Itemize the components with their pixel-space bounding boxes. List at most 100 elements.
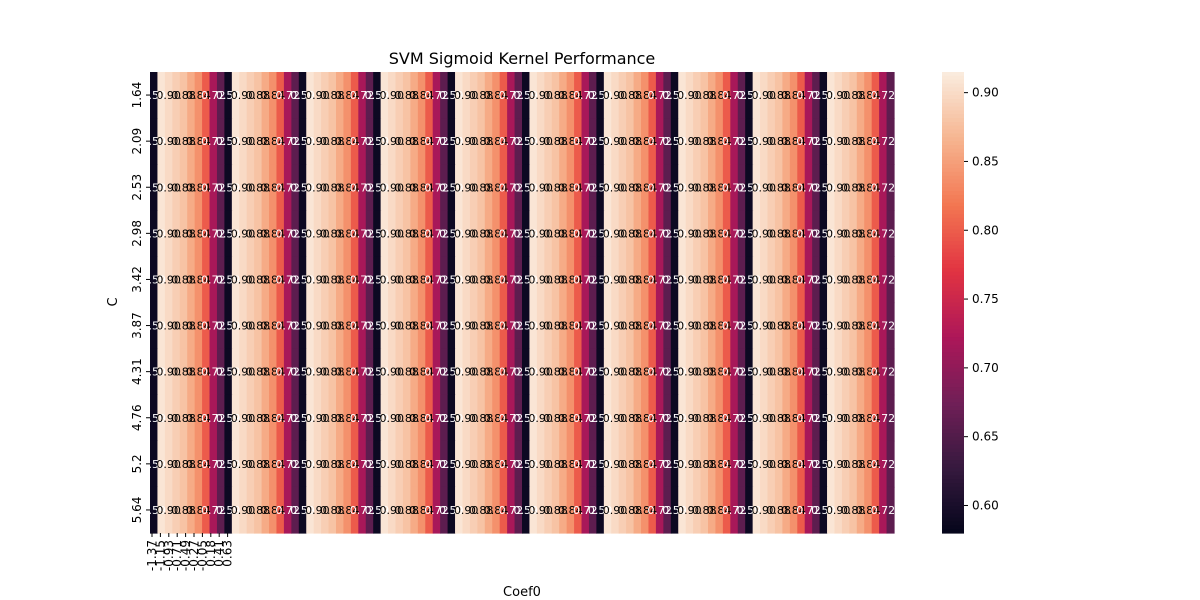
heatmap-cell [164, 118, 173, 165]
heatmap-cell [663, 164, 672, 211]
heatmap-cell [760, 256, 769, 304]
heatmap-cell [663, 256, 672, 304]
colorbar-segment [942, 490, 964, 496]
heatmap-cell [574, 440, 583, 488]
heatmap-cell-label: 0.72 [350, 366, 375, 379]
heatmap-cell [879, 72, 888, 119]
heatmap-cell-label: 0.59 [216, 181, 241, 194]
heatmap-cell [455, 118, 464, 165]
heatmap-cell-label: 0.59 [290, 412, 315, 425]
heatmap-cell-label: 0.88 [841, 366, 866, 379]
heatmap-cell [343, 302, 352, 350]
heatmap-cell [574, 486, 583, 534]
heatmap-cell [536, 348, 545, 396]
heatmap-cell [588, 210, 597, 257]
heatmap-cell [633, 440, 642, 488]
heatmap-cell-label: 0.72 [573, 181, 598, 194]
heatmap-cell [358, 164, 367, 211]
heatmap-cell [462, 348, 471, 396]
colorbar-segment [942, 375, 964, 380]
heatmap-cell [596, 486, 605, 534]
x-tick-label: -0.05 [195, 540, 209, 571]
heatmap-cell-label: 0.59 [439, 458, 464, 471]
heatmap-cell-label: 0.59 [290, 89, 315, 102]
heatmap-cell-label: 0.90 [528, 227, 553, 240]
colorbar-segment [942, 456, 964, 461]
heatmap-cell [767, 256, 776, 304]
heatmap-cell-label: 0.88 [618, 273, 643, 286]
heatmap-cell-label: 0.59 [365, 135, 390, 148]
heatmap-cell-label: 0.59 [513, 412, 538, 425]
heatmap-cell-label: 0.84 [781, 504, 806, 517]
heatmap-cell [722, 118, 731, 165]
heatmap-cell [231, 164, 240, 211]
heatmap-cell [410, 302, 419, 350]
heatmap-cell [767, 440, 776, 488]
heatmap-cell [298, 256, 307, 304]
heatmap-cell-label: 0.90 [528, 458, 553, 471]
heatmap-cell [819, 118, 828, 165]
heatmap-cell [849, 486, 858, 534]
heatmap-cell-label: 0.59 [216, 89, 241, 102]
heatmap-cell-label: 0.84 [781, 181, 806, 194]
heatmap-cell [752, 302, 761, 350]
colorbar-segment [942, 429, 964, 434]
heatmap-cell-label: 0.72 [573, 227, 598, 240]
heatmap-cell [827, 348, 836, 396]
heatmap-cell-label: 0.90 [677, 135, 702, 148]
heatmap-cell-label: 0.88 [171, 89, 196, 102]
heatmap-cell-label: 0.84 [335, 181, 360, 194]
heatmap-cell-label: 0.88 [692, 89, 717, 102]
heatmap-cell-label: 0.59 [513, 89, 538, 102]
heatmap-cell [373, 486, 382, 534]
heatmap-cell [603, 118, 612, 165]
heatmap-cell-label: 0.90 [380, 89, 405, 102]
heatmap-cell [328, 302, 337, 350]
heatmap-cell [522, 256, 531, 304]
heatmap-cell [447, 486, 456, 534]
heatmap-cell [298, 210, 307, 257]
heatmap-cell [157, 164, 166, 211]
heatmap-cell-label: 0.84 [558, 135, 583, 148]
heatmap-cell [648, 348, 657, 396]
heatmap-cell [730, 348, 739, 396]
heatmap-cell [566, 486, 575, 534]
heatmap-cell [514, 394, 523, 442]
heatmap-cell [782, 486, 791, 534]
heatmap-cell [611, 394, 620, 442]
heatmap-cell-label: 0.90 [677, 181, 702, 194]
heatmap-cell [395, 72, 404, 119]
heatmap-cell [611, 164, 620, 211]
colorbar-segment [942, 118, 964, 123]
colorbar-segment [942, 214, 964, 219]
heatmap-cell-label: 0.90 [231, 504, 256, 517]
heatmap-cell-label: 0.72 [350, 181, 375, 194]
heatmap-cell-label: 0.90 [677, 89, 702, 102]
heatmap-cell-label: 0.90 [156, 320, 181, 333]
heatmap-cell [216, 164, 225, 211]
heatmap-cell [551, 210, 560, 257]
heatmap-cell [239, 256, 248, 304]
heatmap-cell [402, 440, 411, 488]
heatmap-cell [269, 72, 278, 119]
heatmap-cell-label: 0.72 [647, 135, 672, 148]
heatmap-cell [879, 118, 888, 165]
heatmap-cell [514, 486, 523, 534]
heatmap-cell [455, 440, 464, 488]
heatmap-cell [648, 210, 657, 257]
heatmap-cell-label: 0.88 [618, 504, 643, 517]
heatmap-cell [321, 440, 330, 488]
heatmap-cell [841, 72, 850, 119]
heatmap-cell [827, 486, 836, 534]
heatmap-cell [164, 440, 173, 488]
heatmap-cell [871, 210, 880, 257]
heatmap-cell-label: 0.72 [424, 227, 449, 240]
heatmap-cell [841, 394, 850, 442]
heatmap-cell-label: 0.88 [766, 89, 791, 102]
heatmap-cell [291, 348, 300, 396]
heatmap-cell-label: 0.88 [394, 273, 419, 286]
heatmap-cell [864, 486, 873, 534]
heatmap-cell [343, 440, 352, 488]
heatmap-cell [499, 72, 508, 119]
heatmap-cell-label: 0.90 [454, 458, 479, 471]
